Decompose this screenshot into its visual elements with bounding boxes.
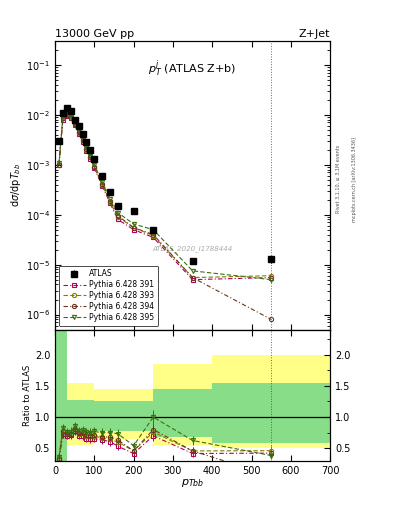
Pythia 6.428 395 <box>72 120 77 126</box>
Pythia 6.428 391 <box>57 162 61 168</box>
Text: Rivet 3.1.10, ≥ 3.1M events: Rivet 3.1.10, ≥ 3.1M events <box>336 145 341 214</box>
Pythia 6.428 395 <box>108 196 112 202</box>
Line: Pythia 6.428 395: Pythia 6.428 395 <box>57 112 273 282</box>
Pythia 6.428 394 <box>116 212 120 219</box>
Pythia 6.428 391 <box>151 234 156 241</box>
Pythia 6.428 391 <box>80 139 85 145</box>
Pythia 6.428 394 <box>61 115 65 121</box>
Pythia 6.428 391 <box>92 165 97 172</box>
X-axis label: $p_{Tbb}$: $p_{Tbb}$ <box>181 477 204 489</box>
Pythia 6.428 393 <box>269 272 274 279</box>
Line: Pythia 6.428 391: Pythia 6.428 391 <box>57 114 273 282</box>
Text: mcplots.cern.ch [arXiv:1306.3436]: mcplots.cern.ch [arXiv:1306.3436] <box>352 137 357 222</box>
Pythia 6.428 393 <box>57 162 61 168</box>
Pythia 6.428 391 <box>116 217 120 223</box>
Pythia 6.428 395 <box>269 276 274 283</box>
Pythia 6.428 394 <box>92 163 97 169</box>
Pythia 6.428 391 <box>84 147 89 154</box>
Pythia 6.428 394 <box>76 129 81 135</box>
Pythia 6.428 395 <box>76 128 81 134</box>
Pythia 6.428 391 <box>72 122 77 128</box>
Pythia 6.428 395 <box>80 136 85 142</box>
Pythia 6.428 393 <box>92 164 97 170</box>
Pythia 6.428 394 <box>88 154 93 160</box>
Pythia 6.428 393 <box>108 199 112 205</box>
Y-axis label: Ratio to ATLAS: Ratio to ATLAS <box>23 365 32 426</box>
Pythia 6.428 394 <box>64 112 69 118</box>
Text: $p_T^j$ (ATLAS Z+b): $p_T^j$ (ATLAS Z+b) <box>149 58 237 79</box>
Pythia 6.428 393 <box>151 232 156 239</box>
Pythia 6.428 391 <box>64 113 69 119</box>
Pythia 6.428 394 <box>131 225 136 231</box>
Y-axis label: d$\sigma$/dp$T_{bb}$: d$\sigma$/dp$T_{bb}$ <box>9 163 23 207</box>
Pythia 6.428 391 <box>76 131 81 137</box>
Pythia 6.428 393 <box>64 112 69 118</box>
Pythia 6.428 391 <box>61 117 65 123</box>
Line: Pythia 6.428 393: Pythia 6.428 393 <box>57 113 273 280</box>
Text: 13000 GeV pp: 13000 GeV pp <box>55 29 134 39</box>
Pythia 6.428 394 <box>72 121 77 127</box>
Pythia 6.428 391 <box>269 274 274 281</box>
Pythia 6.428 395 <box>57 160 61 166</box>
Pythia 6.428 391 <box>131 227 136 233</box>
Pythia 6.428 391 <box>108 200 112 206</box>
Text: ATLAS_2020_I1788444: ATLAS_2020_I1788444 <box>152 245 233 252</box>
Pythia 6.428 393 <box>116 214 120 220</box>
Pythia 6.428 394 <box>190 274 195 281</box>
Pythia 6.428 394 <box>84 146 89 152</box>
Pythia 6.428 391 <box>88 156 93 162</box>
Pythia 6.428 395 <box>61 114 65 120</box>
Pythia 6.428 395 <box>116 209 120 216</box>
Pythia 6.428 395 <box>64 111 69 117</box>
Line: Pythia 6.428 394: Pythia 6.428 394 <box>57 113 273 322</box>
Pythia 6.428 394 <box>80 137 85 143</box>
Pythia 6.428 393 <box>68 115 73 121</box>
Pythia 6.428 394 <box>108 198 112 204</box>
Text: Z+Jet: Z+Jet <box>299 29 330 39</box>
Pythia 6.428 393 <box>80 137 85 143</box>
Pythia 6.428 393 <box>100 182 105 188</box>
Pythia 6.428 394 <box>57 162 61 168</box>
Pythia 6.428 395 <box>84 144 89 151</box>
Pythia 6.428 394 <box>151 231 156 238</box>
Pythia 6.428 393 <box>72 121 77 127</box>
Pythia 6.428 393 <box>76 130 81 136</box>
Pythia 6.428 394 <box>100 181 105 187</box>
Pythia 6.428 395 <box>88 153 93 159</box>
Pythia 6.428 395 <box>92 162 97 168</box>
Pythia 6.428 393 <box>84 146 89 153</box>
Pythia 6.428 391 <box>190 276 195 283</box>
Pythia 6.428 393 <box>88 154 93 160</box>
Pythia 6.428 391 <box>68 115 73 121</box>
Pythia 6.428 394 <box>68 115 73 121</box>
Pythia 6.428 393 <box>131 225 136 231</box>
Pythia 6.428 395 <box>190 268 195 274</box>
Pythia 6.428 393 <box>61 115 65 121</box>
Pythia 6.428 395 <box>68 114 73 120</box>
Pythia 6.428 394 <box>269 316 274 323</box>
Legend: ATLAS, Pythia 6.428 391, Pythia 6.428 393, Pythia 6.428 394, Pythia 6.428 395: ATLAS, Pythia 6.428 391, Pythia 6.428 39… <box>59 266 158 326</box>
Pythia 6.428 395 <box>100 179 105 185</box>
Pythia 6.428 393 <box>190 274 195 281</box>
Pythia 6.428 391 <box>100 183 105 189</box>
Pythia 6.428 395 <box>151 227 156 233</box>
Pythia 6.428 395 <box>131 221 136 227</box>
